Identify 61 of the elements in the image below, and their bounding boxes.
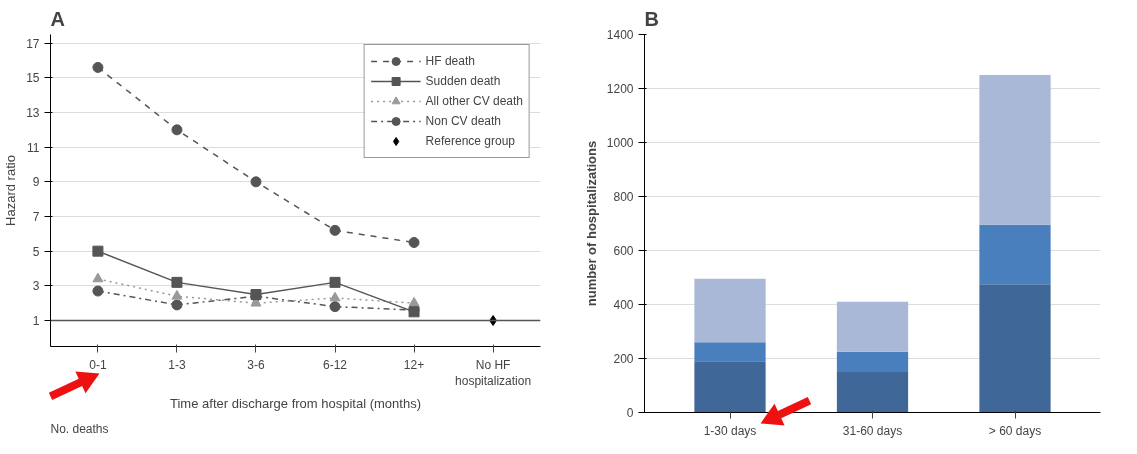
point (408, 237, 420, 248)
y-tick-label: 7 (32, 210, 40, 224)
bar (694, 342, 766, 362)
point (329, 224, 341, 236)
y-tick-label: 3 (32, 279, 40, 294)
bar (836, 351, 909, 372)
x-tick-label: 12+ (403, 357, 425, 372)
x-tick-label: > 60 days (988, 423, 1042, 438)
y-tick-label: 17 (26, 36, 40, 51)
x-tick-label: 31-60 days (842, 423, 903, 438)
y-tick-label: 200 (613, 352, 634, 366)
point (171, 299, 183, 311)
point (408, 296, 420, 307)
y-axis-title: Hazard ratio (3, 155, 19, 226)
legend-label: Sudden death (425, 74, 501, 88)
y-tick-label: 15 (26, 71, 40, 86)
bar (979, 284, 1051, 413)
y-tick-label: 0 (626, 406, 634, 420)
point (329, 301, 341, 313)
y-tick-label: 600 (613, 244, 634, 258)
y-tick-label: 13 (26, 106, 40, 120)
bar (836, 372, 909, 413)
x-tick-label: 1-30 days (703, 423, 757, 438)
point (171, 124, 183, 136)
point (92, 272, 104, 283)
text: No. deaths (50, 421, 109, 436)
bar (979, 224, 1051, 285)
x-tick-label: 1-3 (168, 357, 186, 372)
legend-label: All other CV death (425, 94, 523, 108)
x-axis-title: Time after discharge from hospital (months) (170, 396, 421, 412)
y-tick-label: 5 (32, 244, 40, 259)
x-tick-label: 3-6 (247, 357, 265, 372)
point (171, 289, 183, 300)
y-axis-title: number of hospitalizations (583, 140, 599, 307)
point (92, 285, 104, 297)
bar (694, 361, 766, 413)
bar (979, 75, 1051, 225)
chart-title: B (644, 7, 659, 30)
chart-title: A (50, 7, 65, 30)
point (92, 245, 104, 257)
bar (836, 301, 909, 352)
point (171, 276, 183, 288)
point (329, 276, 341, 288)
point (329, 291, 341, 302)
bar (694, 278, 766, 343)
point (250, 176, 262, 188)
legend-label: Non CV death (425, 114, 501, 128)
y-tick-label: 11 (27, 140, 40, 155)
y-tick-label: 1400 (606, 28, 634, 42)
legend-label: HF death (425, 54, 475, 68)
x-tick-label: 0-1 (89, 357, 107, 372)
x-tick-label: 6-12 (323, 357, 348, 372)
y-tick-label: 9 (32, 175, 40, 190)
y-tick-label: 1 (32, 314, 40, 328)
y-tick-label: 1000 (606, 136, 634, 150)
y-tick-label: 800 (613, 190, 634, 204)
legend-label: Reference group (425, 134, 515, 148)
point (92, 61, 104, 73)
y-tick-label: 1200 (606, 82, 634, 96)
x-tick-label: No HF hospitalization (455, 357, 532, 389)
y-tick-label: 400 (613, 298, 634, 312)
